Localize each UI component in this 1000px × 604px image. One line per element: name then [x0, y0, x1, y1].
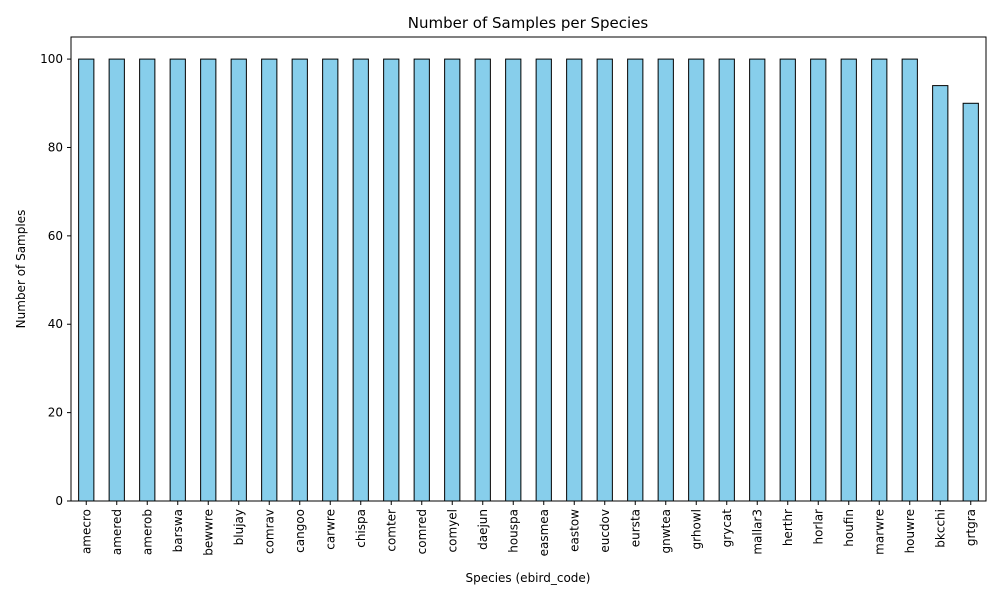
bar-eursta	[627, 58, 644, 502]
x-tick-label: bkcchi	[933, 509, 947, 548]
bar-comrav	[261, 58, 278, 502]
x-tick-label: houwre	[903, 509, 917, 553]
x-axis: amecro amered amerob barswa bewwre blujay comr…	[79, 501, 978, 556]
x-tick-label: amered	[110, 509, 124, 555]
bar-chispa	[352, 58, 369, 502]
x-tick-label: amecro	[79, 509, 93, 554]
bar-comred	[413, 58, 430, 502]
x-tick-label: chispa	[354, 509, 368, 548]
bar-bewwre	[200, 58, 217, 502]
y-axis-label: Number of Samples	[14, 210, 28, 329]
bar-barswa	[169, 58, 186, 502]
x-tick-label: marwre	[872, 509, 886, 555]
bar-mallar3	[749, 58, 766, 502]
bar-daejun	[474, 58, 491, 502]
y-tick-label: 60	[48, 229, 63, 243]
bar-amerob	[139, 58, 156, 502]
bar-amered	[108, 58, 125, 502]
bar-herthr	[779, 58, 796, 502]
bar-carwre	[322, 58, 339, 502]
x-tick-label: houspa	[506, 509, 520, 553]
x-tick-label: herthr	[781, 509, 795, 546]
x-tick-label: carwre	[323, 509, 337, 550]
x-tick-label: comred	[415, 509, 429, 554]
x-tick-label: bewwre	[201, 509, 215, 556]
bar-marwre	[871, 58, 888, 502]
bar-eastow	[566, 58, 583, 502]
x-tick-label: grycat	[720, 509, 734, 548]
bar-houwre	[901, 58, 918, 502]
x-tick-label: barswa	[171, 509, 185, 552]
bar-grhowl	[688, 58, 705, 502]
bar-grycat	[718, 58, 735, 502]
x-tick-label: cangoo	[293, 509, 307, 553]
x-tick-label: amerob	[140, 509, 154, 555]
x-tick-label: comter	[384, 509, 398, 552]
bar-houspa	[505, 58, 522, 502]
x-tick-label: grtgra	[964, 509, 978, 546]
x-axis-label: Species (ebird_code)	[466, 571, 591, 585]
bar-easmea	[535, 58, 552, 502]
bar-eucdov	[596, 58, 613, 502]
chart-title: Number of Samples per Species	[408, 14, 649, 32]
x-tick-label: mallar3	[750, 509, 764, 555]
bar-amecro	[78, 58, 95, 502]
y-axis: 0 20 40 60 80 100	[40, 52, 71, 508]
bar-blujay	[230, 58, 247, 502]
bars-group	[78, 58, 979, 502]
bar-comter	[383, 58, 400, 502]
plot-frame	[70, 36, 987, 502]
x-tick-label: grhowl	[689, 509, 703, 549]
x-tick-label: eursta	[628, 509, 642, 547]
bar-cangoo	[291, 58, 308, 502]
x-tick-label: eucdov	[598, 509, 612, 553]
x-tick-label: daejun	[476, 509, 490, 550]
y-tick-label: 80	[48, 140, 63, 154]
bar-comyel	[444, 58, 461, 502]
x-tick-label: easmea	[537, 509, 551, 556]
x-tick-label: blujay	[232, 509, 246, 545]
y-tick-label: 0	[55, 494, 63, 508]
bar-grtgra	[962, 102, 979, 502]
x-tick-label: houfin	[842, 509, 856, 547]
bar-gnwtea	[657, 58, 674, 502]
x-tick-label: eastow	[567, 509, 581, 552]
bar-horlar	[810, 58, 827, 502]
x-tick-label: gnwtea	[659, 509, 673, 553]
y-tick-label: 20	[48, 406, 63, 420]
x-tick-label: horlar	[811, 509, 825, 545]
bar-bkcchi	[932, 85, 949, 502]
x-tick-label: comyel	[445, 509, 459, 552]
y-tick-label: 40	[48, 317, 63, 331]
x-tick-label: comrav	[262, 509, 276, 554]
bar-houfin	[840, 58, 857, 502]
y-tick-label: 100	[40, 52, 63, 66]
